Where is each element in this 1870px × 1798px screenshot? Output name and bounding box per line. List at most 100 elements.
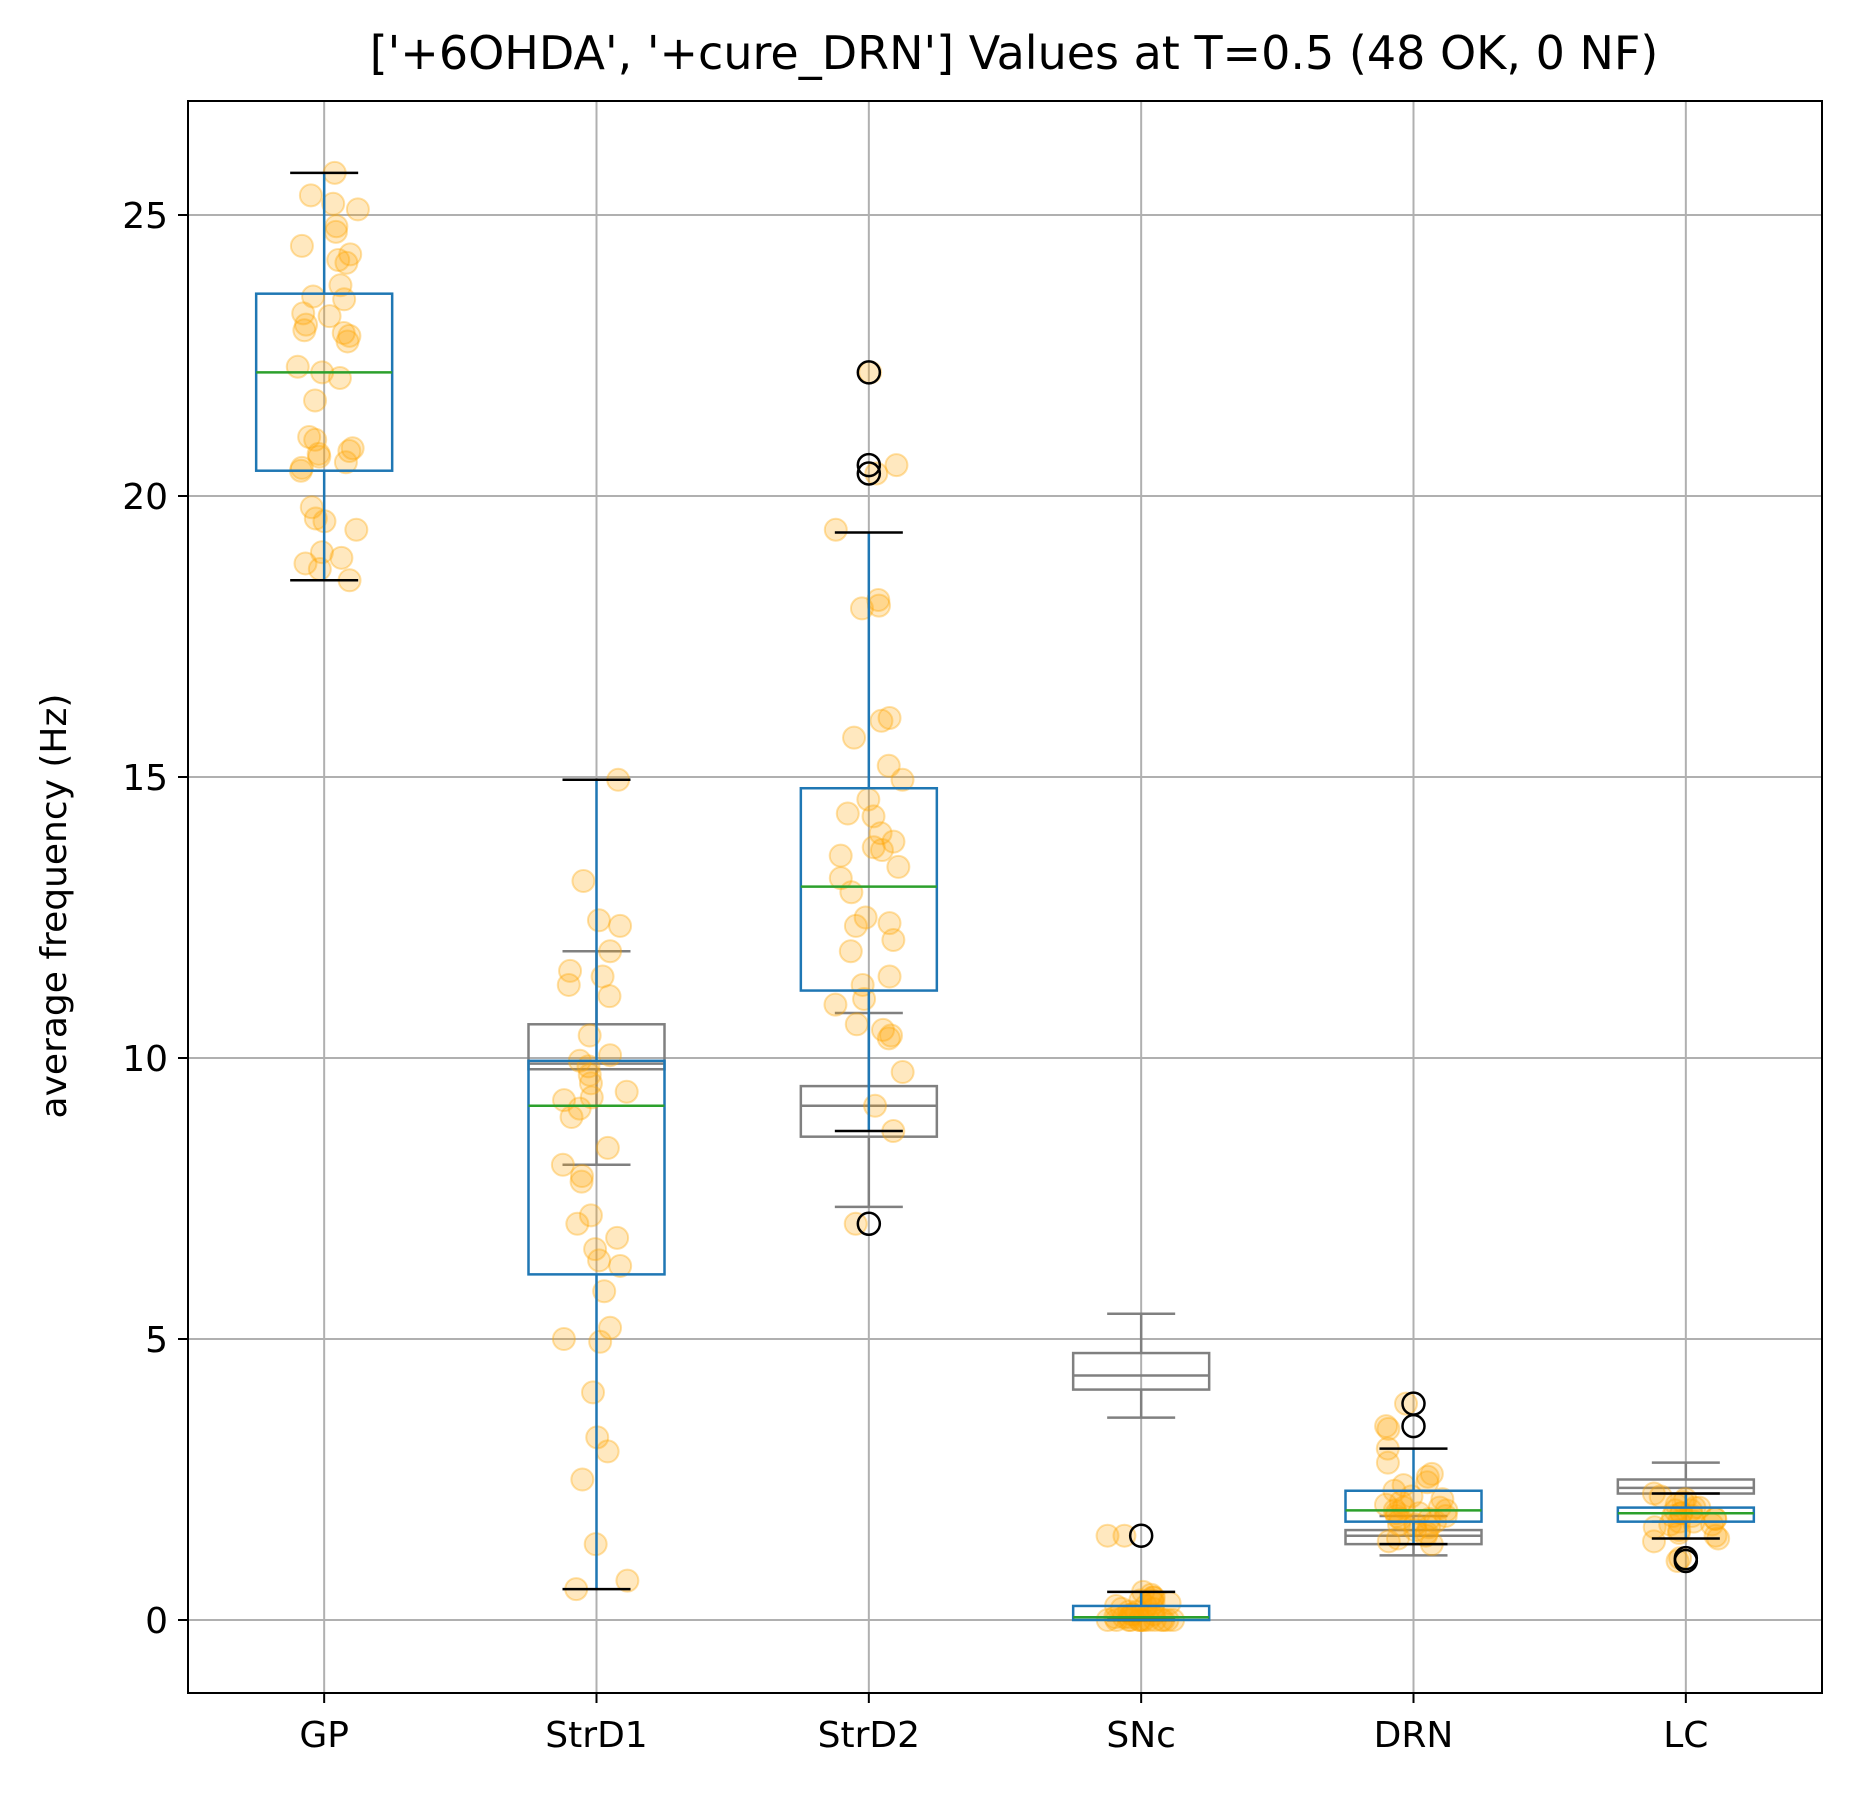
data-point — [569, 1164, 594, 1189]
data-point — [868, 821, 893, 846]
data-point — [608, 1253, 633, 1278]
data-point — [861, 804, 886, 829]
data-point — [583, 1237, 608, 1262]
box-outlier — [1401, 1413, 1426, 1439]
data-point — [849, 596, 874, 621]
data-point — [1376, 1416, 1401, 1441]
data-point — [307, 444, 332, 469]
data-point — [1374, 1414, 1399, 1439]
data-point — [595, 1135, 620, 1160]
data-point — [1112, 1523, 1137, 1548]
x-tick-label: StrD2 — [818, 1715, 920, 1756]
data-point — [828, 866, 853, 891]
data-point — [301, 284, 326, 309]
data-point — [558, 958, 583, 983]
data-point — [293, 551, 318, 576]
box-box — [527, 1059, 666, 1276]
data-point — [317, 304, 342, 329]
box-outlier — [856, 360, 882, 385]
data-point — [344, 517, 369, 542]
data-point — [1415, 1464, 1440, 1489]
data-point — [844, 1012, 869, 1037]
data-point — [550, 1152, 575, 1177]
data-point — [595, 1439, 620, 1464]
box-outlier — [1673, 1548, 1699, 1574]
data-point — [828, 843, 853, 868]
data-point — [876, 1026, 901, 1051]
data-point — [299, 495, 324, 520]
data-point — [579, 1085, 604, 1110]
data-point — [1394, 1391, 1419, 1416]
box-snc — [1071, 1523, 1211, 1622]
data-point — [559, 1105, 584, 1130]
data-point — [578, 1203, 603, 1228]
data-point — [1642, 1529, 1667, 1554]
data-point — [1391, 1495, 1416, 1520]
data-point — [598, 1043, 623, 1068]
data-point — [327, 365, 352, 390]
data-point — [1427, 1495, 1452, 1520]
data-point — [890, 767, 915, 792]
data-point — [292, 318, 317, 343]
data-point — [877, 705, 902, 730]
data-point — [861, 835, 886, 860]
data-point — [345, 197, 370, 222]
data-point — [556, 972, 581, 997]
data-point — [1417, 1506, 1442, 1531]
data-point — [1375, 1450, 1400, 1475]
data-point — [329, 545, 354, 570]
box-strd1 — [527, 778, 666, 1591]
data-point — [571, 868, 596, 893]
y-tick-label: 0 — [145, 1601, 168, 1642]
data-point — [306, 441, 331, 466]
data-point — [334, 250, 359, 275]
data-point — [592, 1279, 617, 1304]
data-point — [303, 388, 328, 413]
box-gp — [254, 171, 394, 582]
data-point — [863, 1093, 888, 1118]
data-point — [1415, 1470, 1440, 1495]
data-point — [289, 455, 314, 480]
data-point — [605, 1225, 630, 1250]
data-point — [326, 247, 351, 272]
data-point — [1407, 1501, 1432, 1526]
data-point — [1376, 1529, 1401, 1554]
data-point — [569, 1169, 594, 1194]
data-point — [1403, 1518, 1428, 1543]
data-point — [869, 708, 894, 733]
data-point — [1388, 1506, 1413, 1531]
data-point — [608, 913, 633, 938]
data-point — [1403, 1512, 1428, 1537]
data-point — [886, 854, 911, 879]
data-point — [853, 905, 878, 930]
data-point — [1387, 1512, 1412, 1537]
y-tick-label: 5 — [145, 1320, 168, 1361]
data-point — [588, 1329, 613, 1354]
data-point — [285, 354, 310, 379]
data-point — [890, 1060, 915, 1085]
data-point — [866, 587, 891, 612]
box-outlier — [856, 452, 882, 478]
data-point — [823, 517, 848, 542]
box-outlier — [856, 1211, 882, 1237]
box-lc — [1616, 1492, 1756, 1574]
data-point — [877, 964, 902, 989]
data-point — [823, 992, 848, 1017]
box-strd2 — [799, 360, 939, 1237]
data-point — [303, 427, 328, 452]
box-box — [1071, 1604, 1211, 1622]
data-point — [843, 1211, 868, 1236]
data-point — [842, 725, 867, 750]
data-point — [565, 1211, 590, 1236]
box-box — [1344, 1489, 1483, 1523]
data-point — [294, 312, 319, 337]
data-point — [340, 436, 365, 461]
data-point — [333, 450, 358, 475]
data-point — [869, 838, 894, 863]
data-point — [884, 453, 909, 478]
data-point — [577, 1062, 602, 1087]
data-point — [581, 1380, 606, 1405]
data-point — [337, 323, 362, 348]
data-point — [871, 1017, 896, 1042]
